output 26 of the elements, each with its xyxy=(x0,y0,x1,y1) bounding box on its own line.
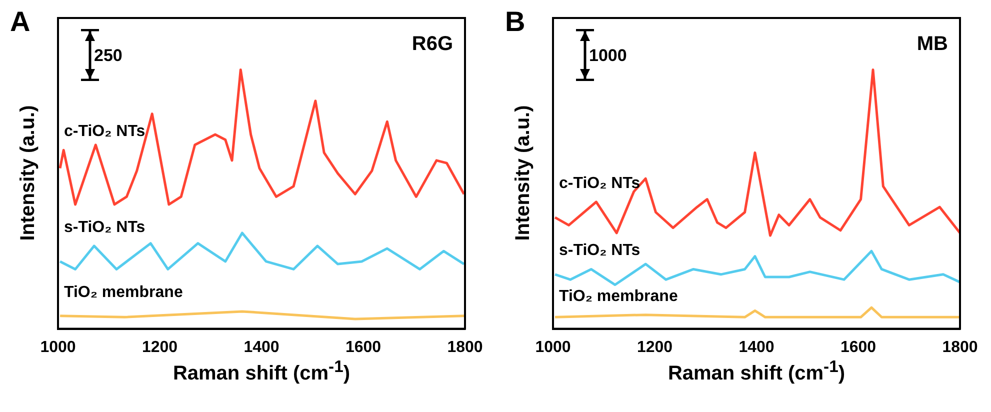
y-axis-title: Intensity (a.u.) xyxy=(17,106,39,242)
x-tick-label: 1600 xyxy=(345,338,382,356)
x-tick-label: 1200 xyxy=(636,338,673,356)
text: 250 xyxy=(94,46,122,65)
series-label: s-TiO₂ NTs xyxy=(559,242,640,260)
text: B xyxy=(505,6,526,37)
series-label: c-TiO₂ NTs xyxy=(64,123,146,140)
chart-title: R6G xyxy=(412,33,453,55)
chart-title: MB xyxy=(916,33,948,55)
series-label: TiO₂ membrane xyxy=(559,288,678,305)
series-label: c-TiO₂ NTs xyxy=(559,174,640,192)
text: 1000 xyxy=(589,46,627,65)
x-tick-label: 1800 xyxy=(942,338,978,356)
x-tick-label: 1600 xyxy=(840,338,876,356)
x-tick-label: 1000 xyxy=(535,338,571,356)
text: A xyxy=(10,6,30,37)
y-axis-title: Intensity (a.u.) xyxy=(512,106,534,242)
x-axis-title: Raman shift (cm$^{-1}$) xyxy=(172,356,350,384)
x-tick-label: 1000 xyxy=(40,338,76,356)
x-tick-label: 1400 xyxy=(244,338,280,356)
x-tick-label: 1800 xyxy=(447,338,483,356)
series-label: s-TiO₂ NTs xyxy=(64,218,146,236)
series-label: TiO₂ membrane xyxy=(64,284,183,302)
x-axis-title: Raman shift (cm$^{-1}$) xyxy=(668,356,846,384)
x-tick-label: 1200 xyxy=(142,338,178,356)
x-tick-label: 1400 xyxy=(738,338,774,356)
